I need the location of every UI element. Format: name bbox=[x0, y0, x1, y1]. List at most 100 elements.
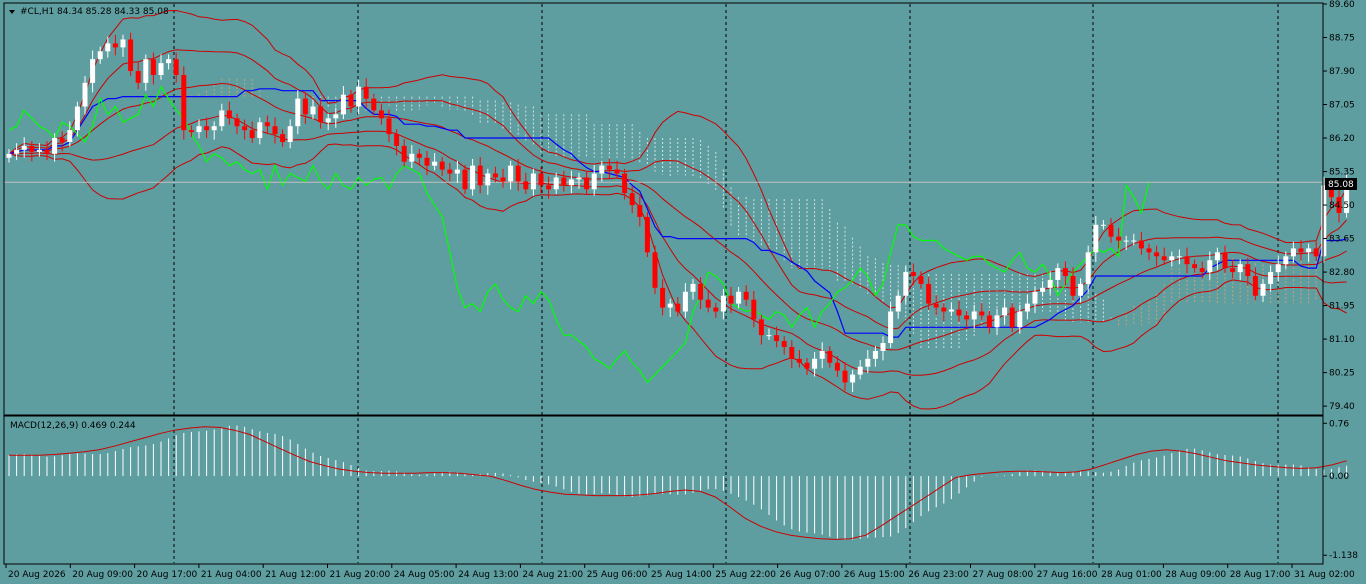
candle bbox=[1108, 218, 1114, 243]
candle-body bbox=[249, 130, 255, 139]
candle bbox=[956, 300, 962, 322]
candle-body bbox=[492, 173, 498, 178]
candle-body bbox=[1252, 276, 1258, 296]
candle bbox=[804, 358, 810, 375]
candle-body bbox=[416, 153, 422, 158]
candle bbox=[1260, 279, 1266, 303]
candle-body bbox=[979, 311, 985, 316]
candle-body bbox=[971, 311, 977, 320]
candle-body bbox=[819, 350, 825, 359]
candle bbox=[728, 287, 734, 314]
candle bbox=[59, 131, 65, 152]
time-tick-label: 20 Aug 2026 bbox=[8, 570, 66, 580]
time-tick-label: 28 Aug 01:00 bbox=[1101, 570, 1162, 580]
time-tick-label: 21 Aug 04:00 bbox=[201, 570, 262, 580]
candle-body bbox=[242, 126, 248, 131]
candle-body bbox=[918, 276, 924, 284]
candle-body bbox=[424, 157, 430, 166]
candle-body bbox=[1085, 252, 1091, 284]
candle-body bbox=[1047, 279, 1053, 288]
candle bbox=[888, 302, 894, 348]
candle bbox=[1062, 261, 1068, 286]
price-tick-label: 84.50 bbox=[1329, 201, 1355, 211]
candle-body bbox=[1138, 240, 1144, 249]
time-tick-label: 31 Aug 02:00 bbox=[1294, 570, 1355, 580]
candle-body bbox=[1017, 311, 1023, 328]
candle bbox=[29, 141, 35, 162]
candle-body bbox=[485, 173, 491, 186]
candle bbox=[1032, 287, 1038, 314]
candle bbox=[895, 291, 901, 318]
candle bbox=[36, 143, 42, 157]
candle bbox=[774, 326, 780, 348]
candle-body bbox=[910, 272, 916, 277]
candle bbox=[226, 101, 232, 125]
candle bbox=[295, 89, 301, 135]
candle-body bbox=[318, 106, 324, 123]
candle-body bbox=[789, 346, 795, 359]
candle-body bbox=[21, 145, 27, 150]
candle-body bbox=[842, 370, 848, 383]
candle-body bbox=[599, 165, 605, 174]
candle-body bbox=[933, 303, 939, 308]
chevron-down-icon[interactable] bbox=[9, 10, 15, 14]
candle bbox=[500, 168, 506, 188]
candle-body bbox=[173, 59, 179, 75]
candle-body bbox=[629, 193, 635, 206]
candle-body bbox=[74, 106, 80, 131]
candle-body bbox=[135, 71, 141, 83]
candle-body bbox=[264, 122, 270, 127]
candle-body bbox=[690, 283, 696, 292]
candle-body bbox=[591, 173, 597, 190]
candle-body bbox=[295, 98, 301, 127]
candle bbox=[1207, 251, 1213, 280]
price-tick-label: 85.35 bbox=[1329, 168, 1355, 178]
candle-body bbox=[257, 122, 263, 139]
candle-body bbox=[926, 283, 932, 304]
candle-body bbox=[1154, 252, 1160, 257]
candle-body bbox=[432, 161, 438, 166]
candle-body bbox=[812, 358, 818, 369]
candle-body bbox=[371, 98, 377, 111]
candle bbox=[439, 156, 445, 176]
candle bbox=[1100, 220, 1106, 230]
candle bbox=[318, 97, 324, 129]
candle bbox=[591, 164, 597, 196]
candle bbox=[348, 89, 354, 113]
candle bbox=[1199, 261, 1205, 279]
candle-body bbox=[90, 59, 96, 83]
candle bbox=[196, 119, 202, 139]
candle-body bbox=[652, 252, 658, 288]
candle-body bbox=[1260, 283, 1266, 296]
candle-body bbox=[508, 165, 514, 182]
candle-body bbox=[1336, 197, 1342, 213]
candle bbox=[1184, 247, 1190, 274]
candle-body bbox=[781, 341, 787, 347]
candle-body bbox=[1131, 240, 1137, 242]
candle bbox=[1321, 176, 1327, 263]
candle-body bbox=[6, 153, 12, 158]
candle-body bbox=[1290, 248, 1296, 257]
candle-body bbox=[454, 169, 460, 174]
candle bbox=[173, 52, 179, 83]
candle-body bbox=[1032, 291, 1038, 304]
candle bbox=[720, 289, 726, 320]
candle bbox=[1169, 251, 1175, 267]
time-tick-label: 27 Aug 16:00 bbox=[1037, 570, 1098, 580]
candle bbox=[812, 352, 818, 377]
candle bbox=[736, 287, 742, 309]
time-tick-label: 21 Aug 12:00 bbox=[265, 570, 326, 580]
candle bbox=[979, 302, 985, 321]
candle-body bbox=[568, 179, 574, 186]
candle-body bbox=[622, 173, 628, 194]
candle bbox=[340, 86, 346, 120]
candle bbox=[1306, 243, 1312, 262]
candle bbox=[819, 342, 825, 369]
candle bbox=[378, 103, 384, 125]
candle-body bbox=[333, 114, 339, 119]
candle-body bbox=[834, 362, 840, 371]
candle-body bbox=[880, 343, 886, 351]
candle-body bbox=[964, 315, 970, 320]
candle-body bbox=[112, 43, 118, 48]
candle-body bbox=[272, 126, 278, 135]
